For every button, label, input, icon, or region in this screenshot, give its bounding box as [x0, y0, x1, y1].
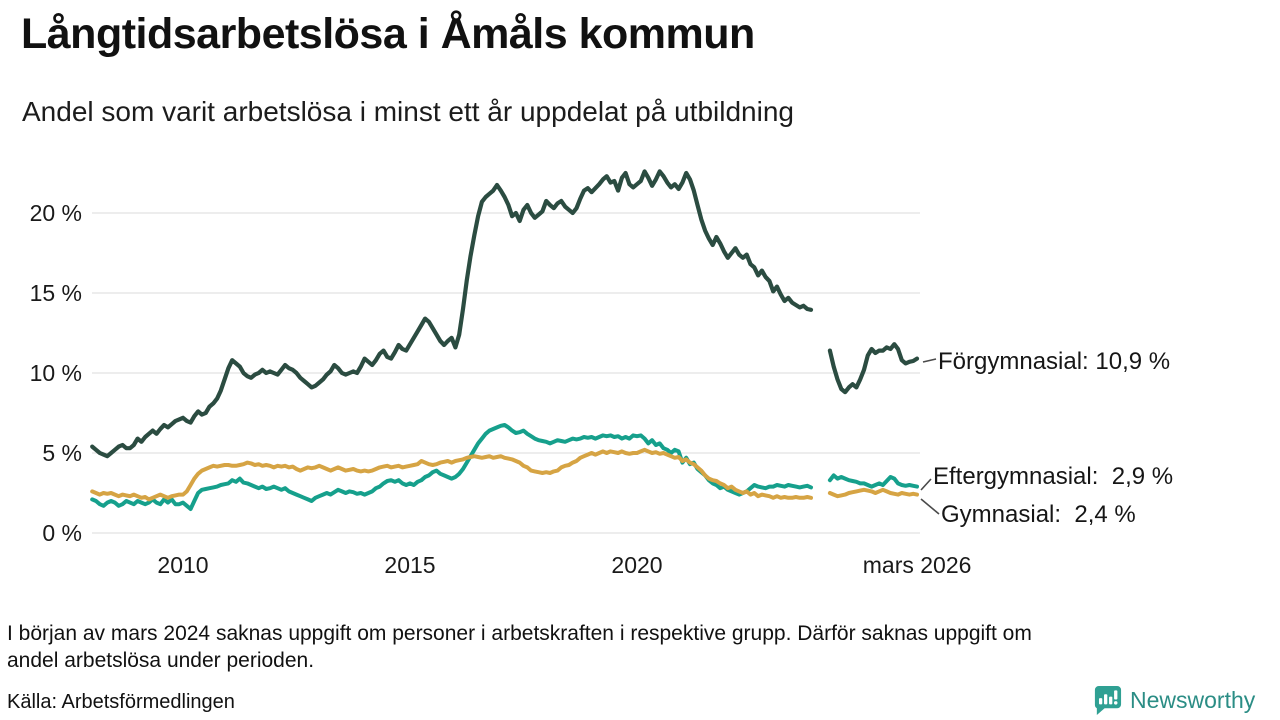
series-line-gymnasial — [827, 487, 919, 499]
source-note: Källa: Arbetsförmedlingen — [7, 691, 235, 713]
series-end-label-eftergymnasial: Eftergymnasial: 2,9 % — [933, 463, 1174, 490]
series-end-label-gymnasial: Gymnasial: 2,4 % — [941, 501, 1136, 528]
chart-title: Långtidsarbetslösa i Åmåls kommun — [21, 10, 755, 58]
footnote-line-1: I början av mars 2024 saknas uppgift om … — [7, 622, 1032, 645]
legend-connector — [922, 358, 937, 363]
legend-connector — [920, 478, 932, 491]
chart-subtitle: Andel som varit arbetslösa i minst ett å… — [22, 96, 794, 127]
legend-connector — [920, 498, 940, 515]
footnote: I början av mars 2024 saknas uppgift om … — [7, 620, 1257, 674]
y-axis-tick-label: 10 % — [29, 360, 82, 386]
series-line-eftergymnasial — [90, 423, 813, 511]
newsworthy-logo: Newsworthy — [1092, 684, 1255, 716]
newsworthy-logo-text: Newsworthy — [1130, 686, 1256, 713]
series-line-förgymnasial — [827, 342, 920, 395]
x-axis-tick-label: 2015 — [384, 552, 436, 578]
x-axis-tick-label: mars 2026 — [862, 552, 972, 578]
y-axis-tick-label: 0 % — [42, 520, 82, 546]
x-axis-tick-label: 2010 — [157, 552, 209, 578]
y-axis-tick-label: 5 % — [42, 440, 82, 466]
y-axis-tick-label: 20 % — [29, 200, 82, 226]
series-line-eftergymnasial — [827, 473, 919, 489]
footnote-line-2: andel arbetslösa under perioden. — [7, 649, 315, 672]
x-axis-tick-label: 2020 — [611, 552, 663, 578]
series-end-label-forgymnasial: Förgymnasial: 10,9 % — [938, 348, 1171, 375]
newsworthy-logo-icon — [1092, 684, 1123, 716]
series-line-förgymnasial — [90, 169, 814, 459]
series-line-gymnasial — [90, 447, 813, 502]
y-axis-tick-label: 15 % — [29, 280, 82, 306]
